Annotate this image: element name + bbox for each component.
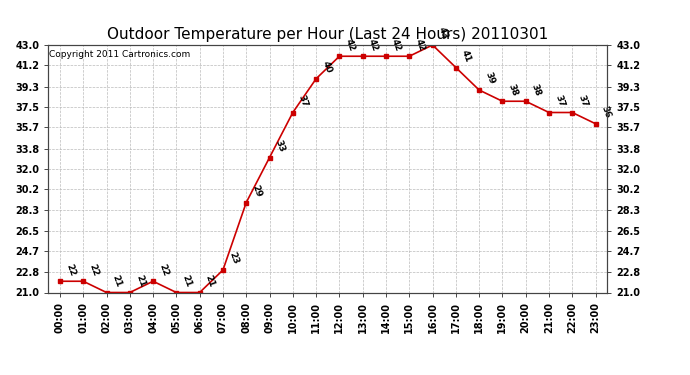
Text: 38: 38 [530,82,542,97]
Text: 21: 21 [204,273,217,288]
Text: 37: 37 [553,93,566,108]
Text: 42: 42 [344,37,356,52]
Text: 41: 41 [460,48,473,63]
Text: 43: 43 [437,26,449,41]
Text: 37: 37 [297,93,310,108]
Text: 22: 22 [157,262,170,277]
Title: Outdoor Temperature per Hour (Last 24 Hours) 20110301: Outdoor Temperature per Hour (Last 24 Ho… [107,27,549,42]
Text: 36: 36 [600,105,613,120]
Text: 39: 39 [483,71,496,86]
Text: 21: 21 [110,273,124,288]
Text: 21: 21 [181,273,193,288]
Text: 38: 38 [506,82,520,97]
Text: 22: 22 [64,262,77,277]
Text: 37: 37 [576,93,589,108]
Text: 29: 29 [250,183,263,198]
Text: 40: 40 [320,60,333,75]
Text: 42: 42 [413,37,426,52]
Text: Copyright 2011 Cartronics.com: Copyright 2011 Cartronics.com [50,50,190,59]
Text: 22: 22 [88,262,100,277]
Text: 21: 21 [134,273,147,288]
Text: 33: 33 [274,138,286,153]
Text: 23: 23 [227,251,240,266]
Text: 42: 42 [390,37,403,52]
Text: 42: 42 [367,37,380,52]
